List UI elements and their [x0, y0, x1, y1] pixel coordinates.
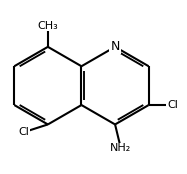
Text: Cl: Cl — [167, 100, 178, 110]
Text: CH₃: CH₃ — [38, 21, 58, 30]
Text: N: N — [110, 40, 120, 53]
Text: Cl: Cl — [18, 127, 29, 137]
Text: NH₂: NH₂ — [110, 144, 131, 153]
